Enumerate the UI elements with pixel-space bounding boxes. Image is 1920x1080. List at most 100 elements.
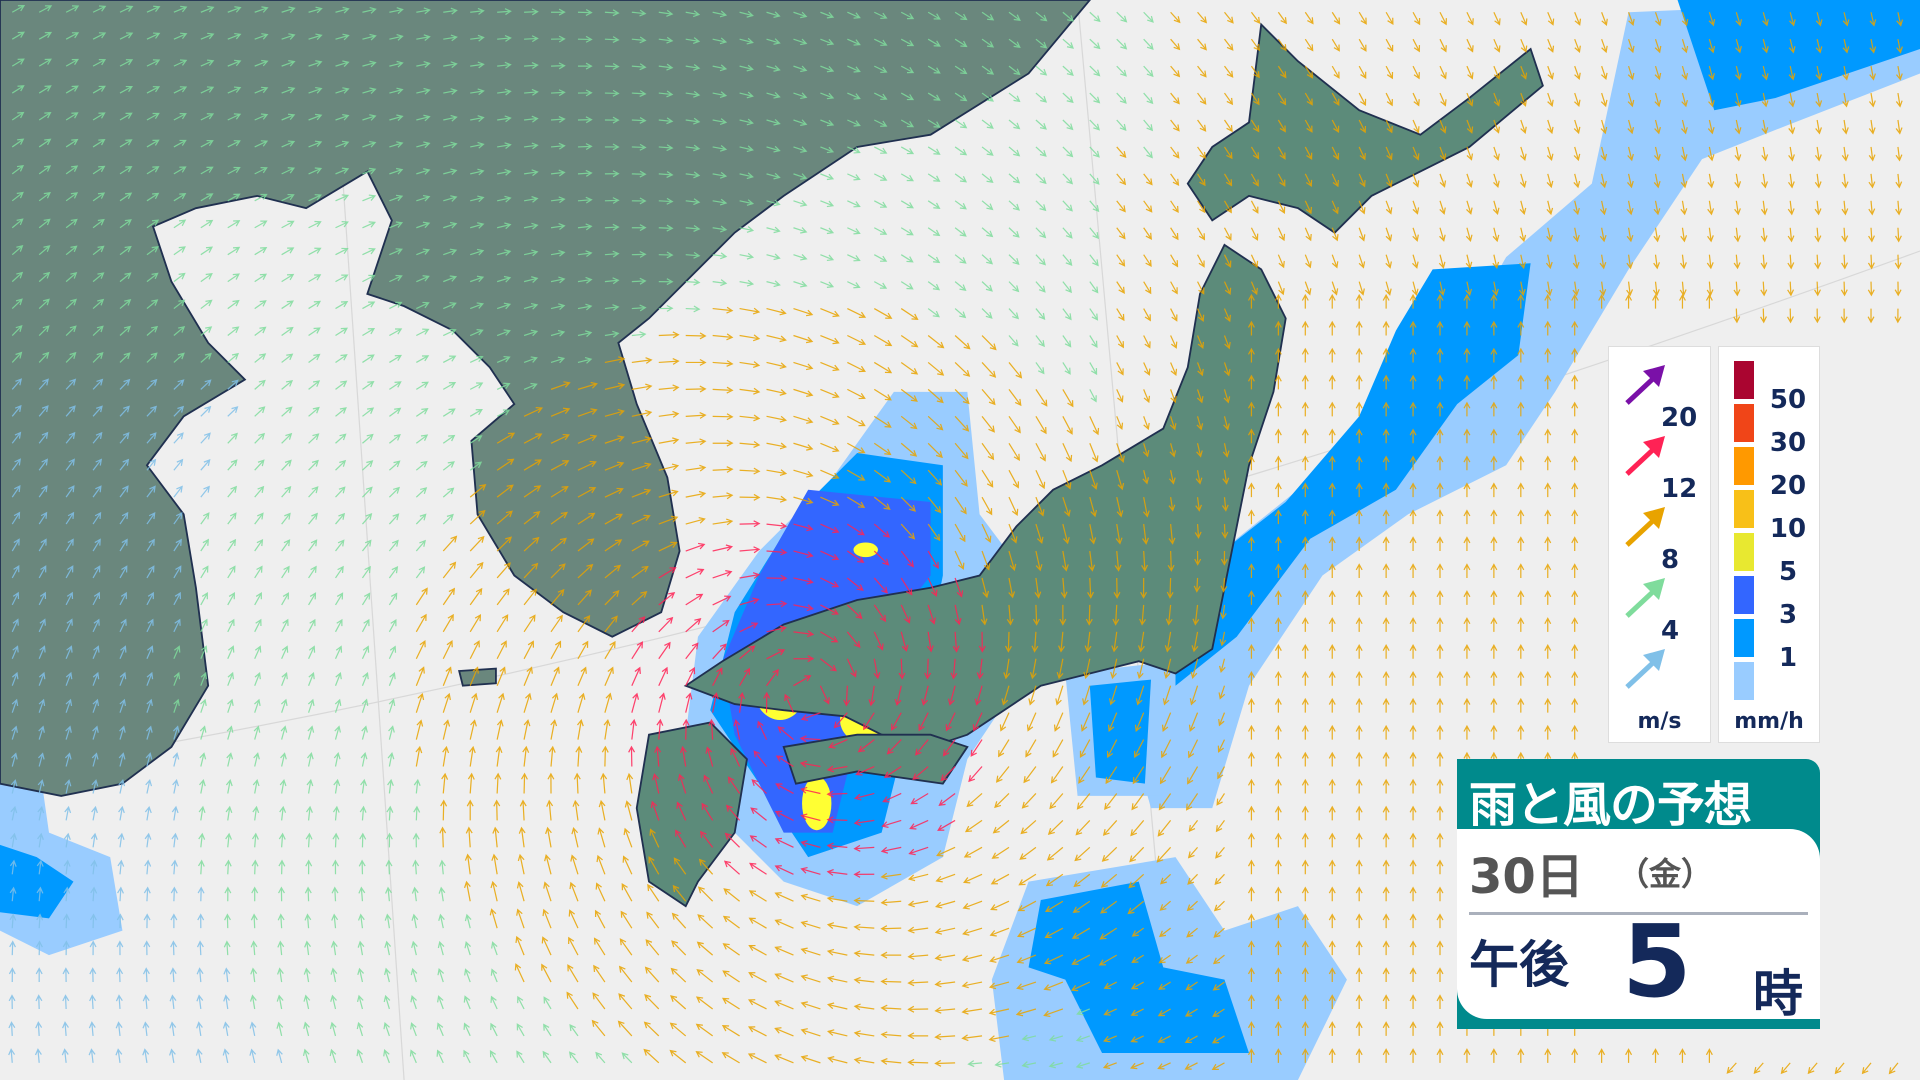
wind-arrow [308, 60, 323, 67]
wind-arrow [1894, 254, 1902, 270]
wind-arrow [1328, 320, 1336, 336]
wind-arrow [577, 250, 593, 258]
wind-arrow [38, 752, 45, 767]
wind-arrow [1679, 254, 1687, 270]
wind-arrow [1409, 293, 1417, 309]
wind-arrow [1080, 712, 1091, 732]
wind-arrow [92, 112, 106, 121]
wind-arrow [1328, 967, 1336, 983]
wind-arrow [62, 1021, 69, 1036]
wind-arrow [1409, 778, 1417, 794]
wind-arrow [92, 431, 103, 444]
wind-arrow [1493, 65, 1501, 80]
wind-arrow [1355, 697, 1363, 713]
wind-arrow [523, 407, 544, 417]
wind-arrow [1571, 617, 1579, 632]
wind-arrow [1436, 455, 1444, 471]
wind-arrow [146, 5, 161, 13]
forecast-time-box: 30日 （金） 午後 5 時 [1457, 829, 1820, 1023]
wind-arrow [1301, 751, 1309, 767]
wind-arrow [654, 745, 662, 767]
wind-arrow [800, 920, 821, 929]
wind-arrow [550, 511, 568, 525]
wind-arrow [1895, 92, 1903, 108]
wind-arrow [631, 590, 648, 606]
wind-arrow [820, 281, 835, 288]
wind-arrow [1008, 415, 1021, 434]
wind-arrow [517, 995, 525, 1010]
wind-arrow [1385, 65, 1394, 80]
forecast-hour-unit: 時 [1753, 965, 1803, 1023]
wind-arrow [1008, 92, 1021, 103]
wind-arrow [91, 779, 99, 794]
wind-arrow [411, 940, 418, 956]
wind-arrow [1544, 563, 1552, 578]
wind-arrow [981, 281, 993, 292]
wind-arrow [712, 37, 728, 45]
wind-arrow [1001, 685, 1010, 706]
wind-arrow [604, 539, 623, 552]
wind-arrow [1842, 92, 1849, 108]
wind-arrow [1197, 173, 1206, 187]
wind-arrow [303, 967, 311, 983]
wind-arrow [65, 85, 79, 94]
wind-arrow [416, 221, 431, 229]
wind-arrow [11, 111, 25, 121]
wind-arrow [142, 1021, 150, 1036]
wind-arrow [882, 792, 902, 803]
wind-arrow [523, 588, 537, 606]
wind-arrow [631, 224, 647, 232]
wind-arrow [65, 645, 73, 660]
wind-arrow [739, 546, 761, 554]
wind-arrow [800, 1001, 821, 1010]
wind-arrow [1008, 308, 1020, 320]
wind-arrow [1328, 805, 1336, 821]
wind-arrow [470, 248, 485, 256]
wind-arrow [1544, 590, 1552, 605]
wind-arrow [1035, 227, 1047, 239]
wind-arrow [1654, 65, 1662, 81]
wind-arrow [766, 548, 788, 556]
wind-arrow [1143, 11, 1154, 23]
wind-arrow [954, 523, 966, 543]
wind-arrow [1600, 146, 1608, 162]
wind-arrow [550, 276, 566, 284]
wind-arrow [330, 994, 337, 1010]
wind-arrow [749, 835, 767, 848]
wind-arrow [1328, 751, 1336, 767]
wind-arrow [793, 523, 814, 532]
wind-arrow [1409, 509, 1417, 525]
wind-arrow [907, 1005, 929, 1013]
wind-arrow [766, 253, 781, 261]
wind-arrow [1071, 954, 1091, 965]
wind-arrow [907, 1058, 929, 1066]
wind-arrow [142, 994, 150, 1010]
wind-arrow [1574, 65, 1581, 81]
wind-arrow [1034, 577, 1042, 599]
wind-arrow [900, 361, 919, 375]
wind-arrow [1409, 967, 1417, 983]
wind-arrow [389, 274, 403, 283]
wind-arrow [1247, 751, 1255, 767]
wind-arrow [92, 511, 102, 525]
rain-legend-swatch [1734, 361, 1754, 399]
wind-arrow [308, 113, 323, 121]
wind-arrow [1247, 401, 1255, 417]
wind-arrow [118, 778, 126, 794]
wind-arrow [1411, 281, 1419, 296]
wind-arrow [873, 442, 892, 456]
wind-arrow [143, 886, 151, 902]
wind-arrow [1035, 200, 1047, 212]
wind-arrow [1274, 697, 1282, 713]
wind-arrow [601, 745, 609, 767]
wind-arrow [1331, 227, 1339, 242]
wind-arrow [443, 88, 458, 95]
wind-arrow [927, 388, 944, 404]
wind-arrow [1197, 254, 1205, 268]
wind-arrow [1355, 563, 1363, 578]
wind-arrow [1735, 12, 1743, 27]
wind-arrow [774, 892, 794, 902]
wind-arrow [196, 1021, 203, 1037]
wind-arrow [1409, 886, 1417, 902]
wind-arrow [550, 356, 566, 364]
